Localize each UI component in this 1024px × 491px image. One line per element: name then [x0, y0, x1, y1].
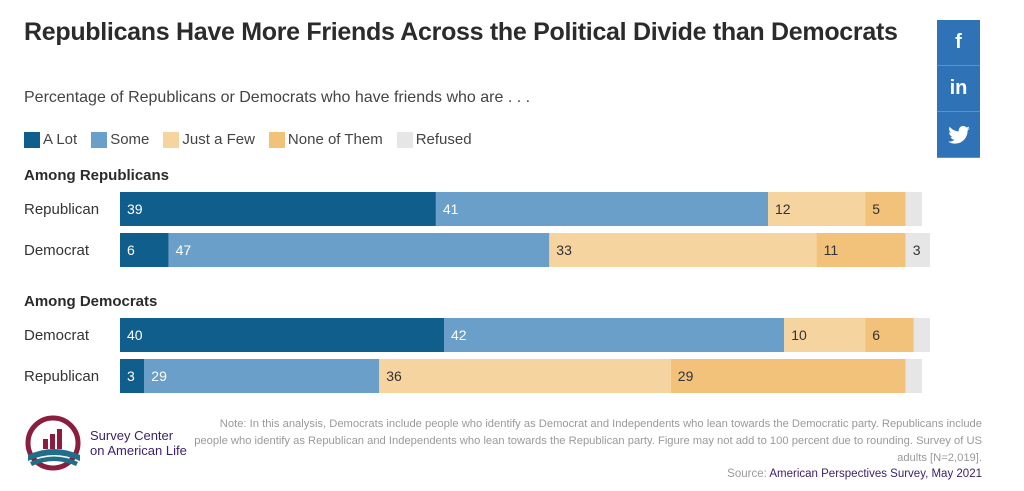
- legend-item-0: A Lot: [24, 131, 77, 148]
- legend-item-3: None of Them: [268, 131, 383, 148]
- bar-segment: [549, 233, 817, 267]
- row-label: Republican: [24, 201, 99, 218]
- legend-item-2: Just a Few: [163, 131, 255, 148]
- bar-value-label: 3: [127, 368, 135, 384]
- bar-value-label: 29: [678, 368, 694, 384]
- bar-value-label: 41: [443, 201, 459, 217]
- chart-note: Note: In this analysis, Democrats includ…: [194, 418, 982, 464]
- bar-segment: [865, 318, 914, 352]
- source-label: Source:: [727, 468, 767, 480]
- source-name: American Perspectives Survey, May 2021: [769, 468, 982, 480]
- bar-value-label: 39: [127, 201, 143, 217]
- bar-value-label: 40: [127, 327, 143, 343]
- bar-segment: [435, 192, 768, 226]
- stacked-bar-chart: Among Republicans Republican 39 41 12 5 Democr…: [24, 167, 930, 393]
- bar-segment: [905, 359, 922, 393]
- facebook-share-button[interactable]: f: [937, 20, 980, 66]
- chart-title: Republicans Have More Friends Across the…: [24, 18, 898, 46]
- group-label: Among Republicans: [24, 167, 169, 184]
- legend: A Lot Some Just a Few None of Them Refused: [24, 131, 486, 148]
- bar-segment: [120, 192, 436, 226]
- legend-swatch: [24, 131, 40, 148]
- bar-value-label: 11: [824, 242, 839, 258]
- bar-segment: [865, 192, 906, 226]
- bar-value-label: 29: [151, 368, 167, 384]
- legend-swatch: [91, 131, 108, 148]
- legend-item-4: Refused: [396, 131, 472, 148]
- bar-segment: [913, 318, 930, 352]
- group-label: Among Democrats: [24, 293, 157, 310]
- bar-value-label: 47: [176, 242, 192, 258]
- legend-item-1: Some: [91, 131, 149, 148]
- bar-segment: [120, 359, 145, 393]
- row-label: Democrat: [24, 327, 90, 344]
- bar-segment: [816, 233, 906, 267]
- bar-value-label: 36: [386, 368, 402, 384]
- bar-segment: [379, 359, 671, 393]
- legend-label: Refused: [415, 131, 472, 148]
- legend-label: Some: [110, 131, 150, 148]
- bar-value-label: 33: [556, 242, 572, 258]
- bar-value-label: 5: [872, 201, 880, 217]
- bar-segment: [768, 192, 866, 226]
- logo-line-2: on American Life: [90, 443, 187, 458]
- bar-value-label: 42: [451, 327, 467, 343]
- facebook-icon: f: [955, 31, 962, 53]
- chart-source: Source: American Perspectives Survey, Ma…: [727, 468, 982, 480]
- bar-segment: [120, 318, 444, 352]
- twitter-icon: [947, 125, 970, 144]
- legend-label: None of Them: [287, 131, 383, 148]
- linkedin-icon: in: [949, 77, 968, 99]
- bar-segment: [144, 359, 380, 393]
- logo-line-1: Survey Center: [90, 428, 174, 443]
- bar-segment: [905, 233, 930, 267]
- chart-subtitle: Percentage of Republicans or Democrats w…: [24, 89, 531, 106]
- row-label: Democrat: [24, 242, 90, 259]
- bar-value-label: 3: [913, 242, 921, 258]
- bar-segment: [784, 318, 866, 352]
- legend-label: Just a Few: [182, 131, 255, 148]
- social-share-bar: f in: [937, 20, 980, 158]
- bar-segment: [120, 233, 169, 267]
- bar-segment: [168, 233, 550, 267]
- bar-value-label: 6: [127, 242, 135, 258]
- bar-value-label: 10: [791, 327, 807, 343]
- bar-segment: [905, 192, 922, 226]
- bar-segment: [670, 359, 906, 393]
- legend-swatch: [163, 131, 180, 148]
- survey-center-logo: Survey Center on American Life: [24, 415, 187, 471]
- bar-segment: [444, 318, 785, 352]
- row-label: Republican: [24, 368, 99, 385]
- twitter-share-button[interactable]: [937, 112, 980, 158]
- linkedin-share-button[interactable]: in: [937, 66, 980, 112]
- legend-swatch: [268, 131, 285, 148]
- bar-value-label: 12: [775, 201, 791, 217]
- bar-value-label: 6: [872, 327, 880, 343]
- legend-swatch: [396, 131, 413, 148]
- legend-label: A Lot: [43, 131, 78, 148]
- survey-center-logo-icon: [25, 415, 81, 471]
